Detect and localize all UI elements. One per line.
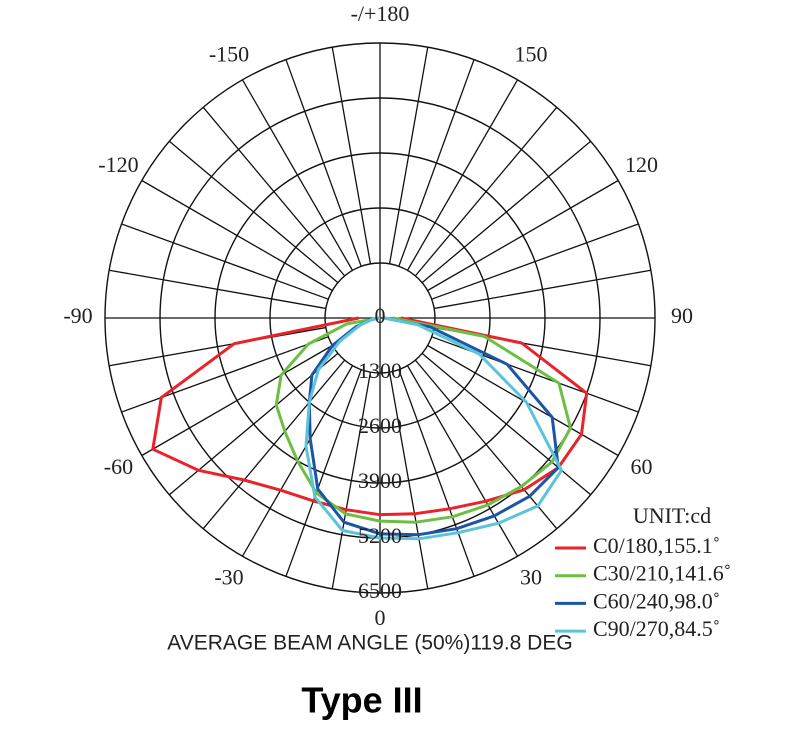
subtitle: AVERAGE BEAM ANGLE (50%)119.8 DEG <box>167 632 572 655</box>
theta-tick-label: 0 <box>375 605 386 630</box>
theta-tick-label: -90 <box>63 303 92 328</box>
theta-tick-label: -120 <box>98 152 138 177</box>
theta-tick-label: -/+180 <box>351 1 410 26</box>
theta-tick-label: 90 <box>671 303 693 328</box>
series-line <box>151 316 589 517</box>
series-line <box>307 316 560 537</box>
r-grid-circle <box>324 262 436 374</box>
legend-label: C0/180,155.1˚ <box>593 533 720 558</box>
r-tick-label: 5200 <box>358 523 402 548</box>
theta-tick-label: 120 <box>625 152 658 177</box>
theta-tick-label: 30 <box>520 565 542 590</box>
legend-label: C60/240,98.0˚ <box>593 588 720 613</box>
theta-tick-label: -150 <box>209 42 249 67</box>
legend-label: C90/270,84.5˚ <box>593 616 720 641</box>
r-tick-label: 1300 <box>358 358 402 383</box>
r-tick-label: 6500 <box>358 578 402 603</box>
series-line <box>304 316 563 541</box>
r-tick-label: 3900 <box>358 468 402 493</box>
theta-tick-label: -60 <box>104 454 133 479</box>
r-grid-circle <box>104 42 656 594</box>
unit-label: UNIT:cd <box>633 503 711 528</box>
theta-tick-label: -30 <box>214 565 243 590</box>
chart-title: Type III <box>301 680 422 721</box>
theta-tick-label: 60 <box>631 454 653 479</box>
series-line <box>274 316 572 524</box>
legend-label: C30/210,141.6˚ <box>593 561 731 586</box>
r-grid-circle <box>269 207 491 429</box>
r-tick-label: 0 <box>375 303 386 328</box>
r-grid-circle <box>214 152 546 484</box>
theta-tick-label: 150 <box>515 42 548 67</box>
r-tick-label: 2600 <box>358 413 402 438</box>
